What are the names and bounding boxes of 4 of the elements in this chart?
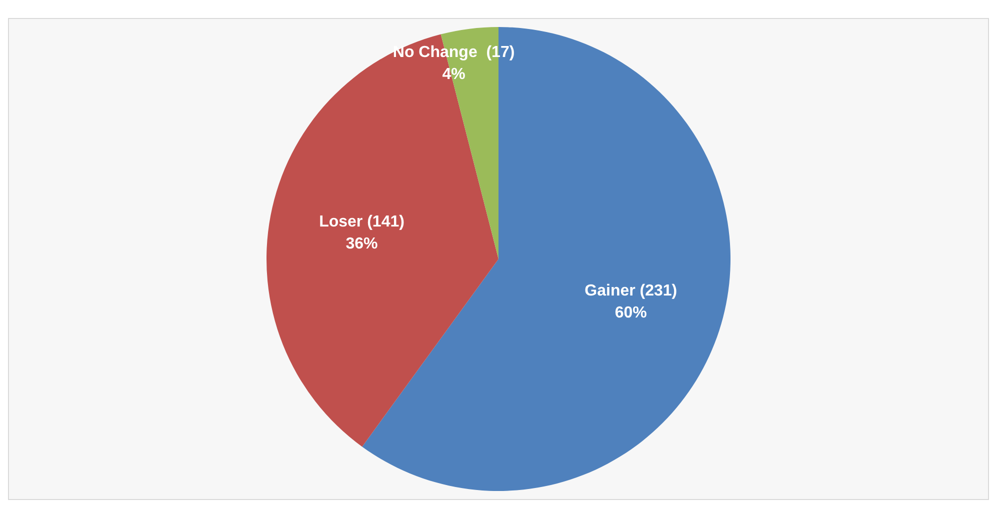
slice-label: Loser (141) — [319, 213, 404, 230]
data-label: 60% — [614, 304, 647, 322]
data-label: 36% — [346, 235, 378, 252]
slice-label: Gainer (231) — [584, 282, 678, 300]
